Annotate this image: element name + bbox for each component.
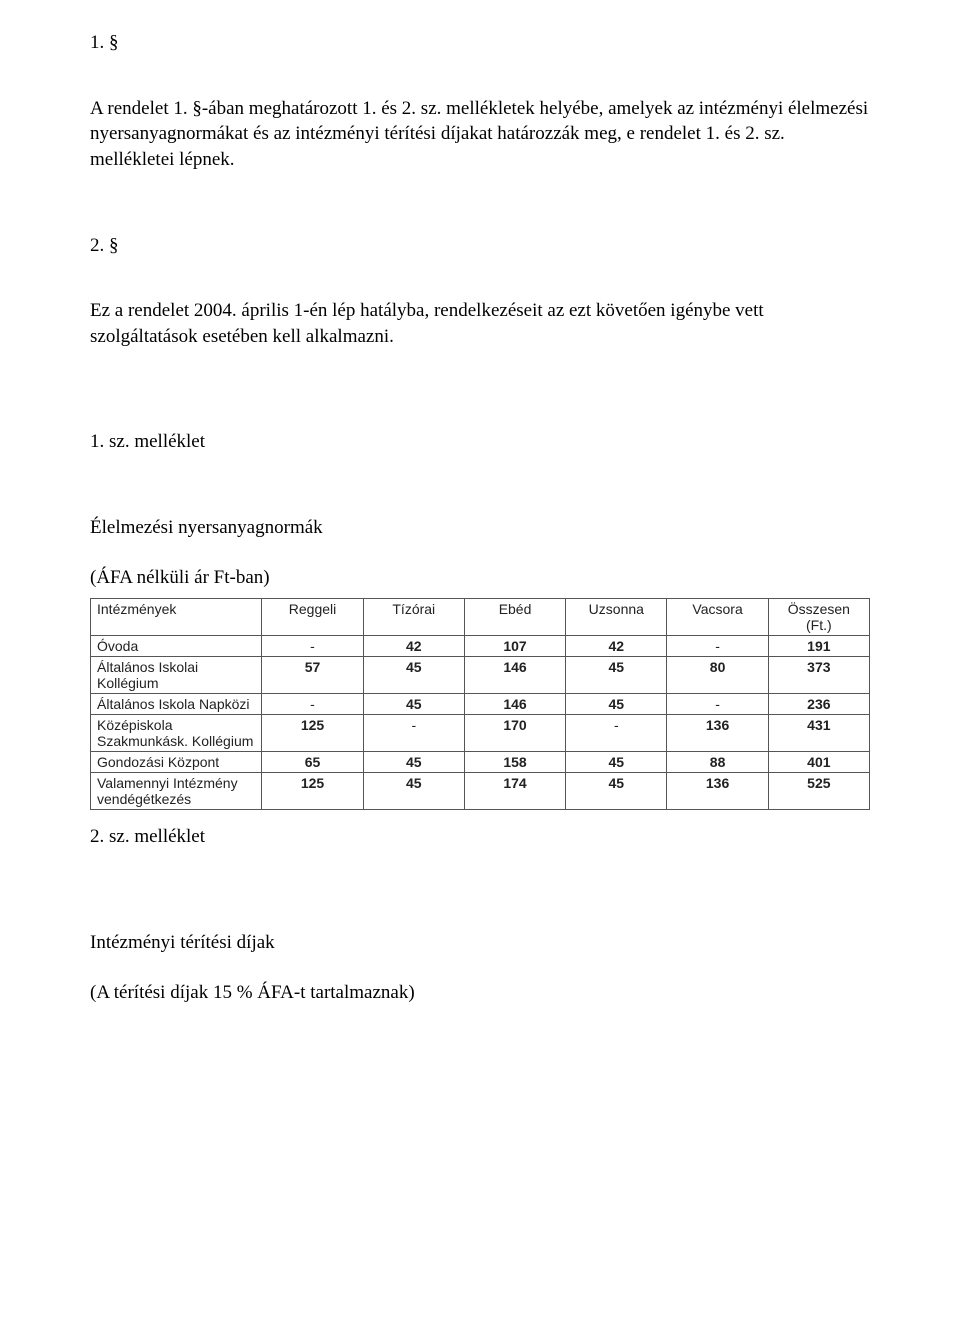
row-label: Általános Iskolai Kollégium — [91, 657, 262, 694]
annex-2-title: Intézményi térítési díjak — [90, 930, 870, 956]
table-header: Tízórai — [363, 599, 464, 636]
row-value: 45 — [566, 694, 667, 715]
row-value: 45 — [566, 657, 667, 694]
row-value: 65 — [262, 752, 363, 773]
row-label: Általános Iskola Napközi — [91, 694, 262, 715]
table-row: Középiskola Szakmunkásk. Kollégium125-17… — [91, 715, 870, 752]
row-value: 45 — [363, 657, 464, 694]
table-row: Valamennyi Intézmény vendégétkezés125451… — [91, 773, 870, 810]
row-value: 146 — [464, 657, 565, 694]
row-value: 42 — [363, 636, 464, 657]
annex-1-label: 1. sz. melléklet — [90, 429, 870, 455]
row-value: - — [262, 636, 363, 657]
row-label: Valamennyi Intézmény vendégétkezés — [91, 773, 262, 810]
row-value: 45 — [363, 694, 464, 715]
row-value: - — [566, 715, 667, 752]
annex-2-subtitle: (A térítési díjak 15 % ÁFA-t tartalmazna… — [90, 980, 870, 1006]
row-value: - — [667, 636, 768, 657]
row-value: 45 — [566, 752, 667, 773]
row-value: 136 — [667, 715, 768, 752]
row-value: 170 — [464, 715, 565, 752]
row-value: 42 — [566, 636, 667, 657]
section-1-number: 1. § — [90, 30, 870, 56]
table-header: Uzsonna — [566, 599, 667, 636]
row-value: 401 — [768, 752, 869, 773]
row-value: - — [363, 715, 464, 752]
norms-table: Intézmények Reggeli Tízórai Ebéd Uzsonna… — [90, 598, 870, 810]
row-value: 191 — [768, 636, 869, 657]
row-label: Középiskola Szakmunkásk. Kollégium — [91, 715, 262, 752]
row-value: 125 — [262, 715, 363, 752]
row-value: - — [667, 694, 768, 715]
table-row: Óvoda-4210742-191 — [91, 636, 870, 657]
paragraph-1: A rendelet 1. §-ában meghatározott 1. és… — [90, 96, 870, 173]
table-header: Intézmények — [91, 599, 262, 636]
row-value: 57 — [262, 657, 363, 694]
row-value: 88 — [667, 752, 768, 773]
table-header: Ebéd — [464, 599, 565, 636]
table-row: Általános Iskolai Kollégium5745146458037… — [91, 657, 870, 694]
row-value: 80 — [667, 657, 768, 694]
annex-2-label: 2. sz. melléklet — [90, 824, 870, 850]
table-row: Gondozási Központ65451584588401 — [91, 752, 870, 773]
annex-1-subtitle: (ÁFA nélküli ár Ft-ban) — [90, 565, 870, 591]
section-2-number: 2. § — [90, 233, 870, 259]
row-value: 125 — [262, 773, 363, 810]
row-value: 45 — [566, 773, 667, 810]
row-value: 236 — [768, 694, 869, 715]
row-value: 174 — [464, 773, 565, 810]
row-value: 146 — [464, 694, 565, 715]
row-value: 45 — [363, 773, 464, 810]
table-header: Reggeli — [262, 599, 363, 636]
table-row: Általános Iskola Napközi-4514645-236 — [91, 694, 870, 715]
table-header: Vacsora — [667, 599, 768, 636]
row-label: Óvoda — [91, 636, 262, 657]
paragraph-2: Ez a rendelet 2004. április 1-én lép hat… — [90, 298, 870, 349]
annex-1-title: Élelmezési nyersanyagnormák — [90, 515, 870, 541]
row-label: Gondozási Központ — [91, 752, 262, 773]
row-value: 158 — [464, 752, 565, 773]
row-value: 525 — [768, 773, 869, 810]
row-value: 107 — [464, 636, 565, 657]
row-value: 45 — [363, 752, 464, 773]
table-header-row: Intézmények Reggeli Tízórai Ebéd Uzsonna… — [91, 599, 870, 636]
row-value: 431 — [768, 715, 869, 752]
row-value: - — [262, 694, 363, 715]
row-value: 136 — [667, 773, 768, 810]
table-header: Összesen (Ft.) — [768, 599, 869, 636]
row-value: 373 — [768, 657, 869, 694]
